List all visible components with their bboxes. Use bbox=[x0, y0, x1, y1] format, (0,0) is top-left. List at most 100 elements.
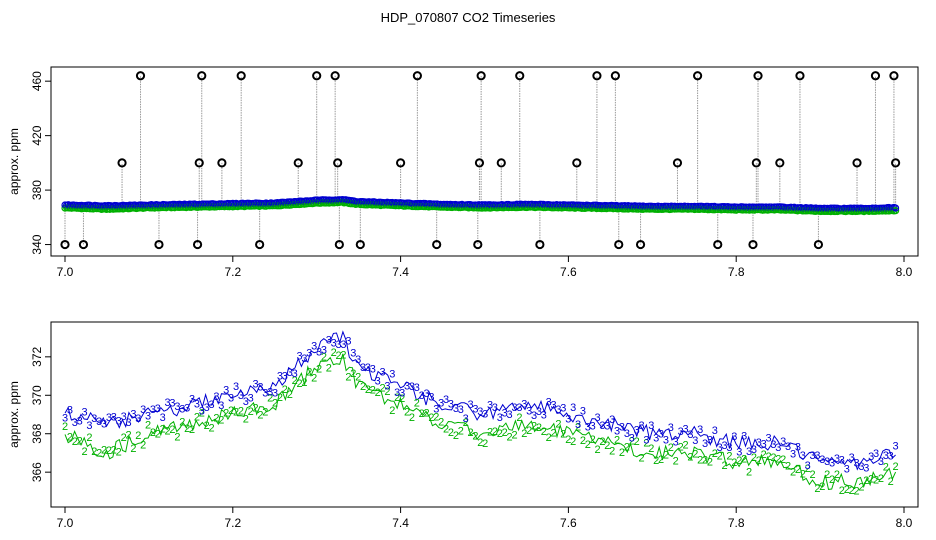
series-2-glyph: 2 bbox=[272, 397, 278, 409]
series-2-glyph: 2 bbox=[766, 451, 772, 463]
series-2-glyph: 2 bbox=[736, 455, 742, 467]
series-3-glyph: 3 bbox=[580, 405, 586, 417]
series-2-glyph: 2 bbox=[624, 441, 630, 453]
series-3-glyph: 3 bbox=[741, 430, 747, 442]
outlier-point bbox=[60, 239, 70, 250]
series-3-glyph: 3 bbox=[722, 440, 728, 452]
series-3-glyph: 3 bbox=[155, 403, 161, 415]
series-3-glyph: 3 bbox=[248, 393, 254, 405]
series-2-glyph: 2 bbox=[189, 424, 195, 436]
series-3-glyph: 3 bbox=[433, 404, 439, 416]
series-3-glyph: 3 bbox=[380, 367, 386, 379]
top-xtick-label: 7.8 bbox=[728, 265, 745, 279]
series-2-glyph: 2 bbox=[844, 484, 850, 496]
series-3-glyph: 3 bbox=[829, 457, 835, 469]
series-2-glyph: 2 bbox=[252, 403, 258, 415]
series-2-glyph: 2 bbox=[668, 442, 674, 454]
outlier-point bbox=[515, 71, 525, 81]
series-3-glyph: 3 bbox=[326, 334, 332, 346]
series-3-glyph: 3 bbox=[516, 402, 522, 414]
series-3-glyph: 3 bbox=[687, 429, 693, 441]
series-3-glyph: 3 bbox=[81, 406, 87, 418]
series-3-glyph: 3 bbox=[736, 447, 742, 459]
series-3-glyph: 3 bbox=[565, 414, 571, 426]
series-3-glyph: 3 bbox=[497, 412, 503, 424]
series-2-glyph: 2 bbox=[682, 440, 688, 452]
series-2-glyph: 2 bbox=[365, 384, 371, 396]
series-3-glyph: 3 bbox=[511, 402, 517, 414]
series-3-glyph: 3 bbox=[306, 347, 312, 359]
outlier-point bbox=[870, 71, 881, 81]
series-3-glyph: 3 bbox=[775, 442, 781, 454]
series-3-glyph: 3 bbox=[839, 454, 845, 466]
series-3-glyph: 3 bbox=[101, 418, 107, 430]
series-3-glyph: 3 bbox=[62, 412, 68, 424]
series-2-glyph: 2 bbox=[717, 451, 723, 463]
series-3-glyph: 3 bbox=[795, 442, 801, 454]
series-2-glyph: 2 bbox=[692, 449, 698, 461]
series-2-glyph: 2 bbox=[638, 452, 644, 464]
series-3-glyph: 3 bbox=[399, 387, 405, 399]
series-2-glyph: 2 bbox=[384, 386, 390, 398]
series-3-glyph: 3 bbox=[213, 391, 219, 403]
series-2-glyph: 2 bbox=[130, 443, 136, 455]
series-3-glyph: 3 bbox=[599, 420, 605, 432]
series-2-glyph: 2 bbox=[531, 420, 537, 432]
bottom-xtick-label: 8.0 bbox=[896, 516, 913, 530]
top-ytick-label: 420 bbox=[30, 125, 44, 145]
series-2-glyph: 2 bbox=[722, 460, 728, 472]
outlier-point bbox=[474, 158, 485, 168]
bottom-xtick-label: 7.0 bbox=[57, 516, 74, 530]
series-3-glyph: 3 bbox=[678, 426, 684, 438]
series-2-glyph: 2 bbox=[62, 421, 68, 433]
outlier-point bbox=[334, 239, 344, 250]
series-2-glyph: 2 bbox=[213, 413, 219, 425]
series-2-glyph: 2 bbox=[336, 350, 342, 362]
series-2-glyph: 2 bbox=[741, 453, 747, 465]
series-2-glyph: 2 bbox=[809, 469, 815, 481]
series-3-glyph: 3 bbox=[257, 381, 263, 393]
series-2-glyph: 2 bbox=[409, 412, 415, 424]
series-2-glyph: 2 bbox=[370, 385, 376, 397]
series-2-glyph: 2 bbox=[67, 431, 73, 443]
outlier-point bbox=[713, 239, 723, 250]
series-2-glyph: 2 bbox=[248, 406, 254, 418]
bottom-ytick-label: 366 bbox=[30, 462, 44, 482]
series-3-glyph: 3 bbox=[814, 450, 820, 462]
series-2-glyph: 2 bbox=[780, 454, 786, 466]
series-3-glyph: 3 bbox=[629, 433, 635, 445]
series-3-glyph: 3 bbox=[555, 404, 561, 416]
series-3-glyph: 3 bbox=[668, 422, 674, 434]
series-2-glyph: 2 bbox=[91, 446, 97, 458]
series-3-glyph: 3 bbox=[428, 391, 434, 403]
series-3-glyph: 3 bbox=[130, 408, 136, 420]
series-3-glyph: 3 bbox=[404, 381, 410, 393]
series-2-glyph: 2 bbox=[165, 425, 171, 437]
outlier-point bbox=[693, 71, 703, 81]
series-3-glyph: 3 bbox=[853, 458, 859, 470]
top-frame bbox=[50, 66, 919, 257]
series-3-glyph: 3 bbox=[111, 411, 117, 423]
outlier-point bbox=[748, 239, 758, 250]
series-3-glyph: 3 bbox=[873, 448, 879, 460]
outlier-point bbox=[476, 71, 486, 81]
series-3-glyph: 3 bbox=[209, 399, 215, 411]
series-3-glyph: 3 bbox=[883, 450, 889, 462]
series-3-glyph: 3 bbox=[526, 406, 532, 418]
series-2-glyph: 2 bbox=[849, 485, 855, 497]
bottom-xtick-label: 7.6 bbox=[560, 516, 577, 530]
series-2-glyph: 2 bbox=[262, 406, 268, 418]
series-3-glyph: 3 bbox=[624, 428, 630, 440]
series-3-glyph: 3 bbox=[800, 450, 806, 462]
series-3-glyph: 3 bbox=[355, 354, 361, 366]
series-3-glyph: 3 bbox=[409, 381, 415, 393]
series-2-glyph: 2 bbox=[463, 417, 469, 429]
outlier-point bbox=[192, 239, 203, 250]
series-2-glyph: 2 bbox=[555, 418, 561, 430]
series-2-glyph: 2 bbox=[492, 426, 498, 438]
series-2-glyph: 2 bbox=[712, 448, 718, 460]
series-3-glyph: 3 bbox=[692, 435, 698, 447]
series-2-glyph: 2 bbox=[575, 422, 581, 434]
series-3-glyph: 3 bbox=[482, 409, 488, 421]
series-3-glyph: 3 bbox=[272, 388, 278, 400]
